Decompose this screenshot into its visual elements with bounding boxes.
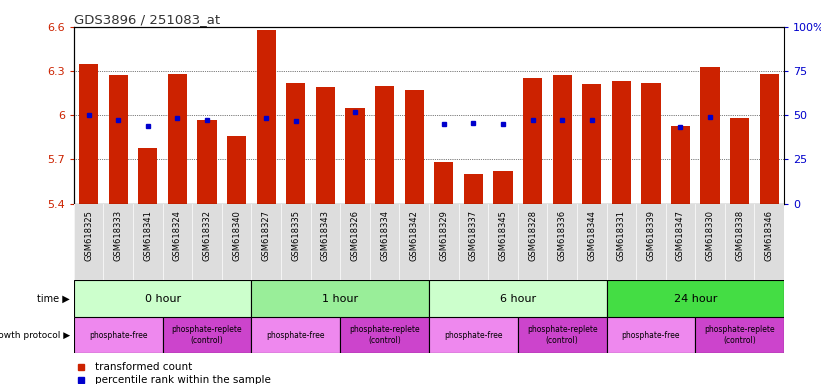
Text: phosphate-free: phosphate-free xyxy=(621,331,680,339)
Bar xyxy=(607,317,695,353)
Bar xyxy=(518,317,607,353)
Bar xyxy=(671,126,690,204)
Bar xyxy=(74,317,163,353)
Bar xyxy=(138,147,158,204)
Text: GSM618341: GSM618341 xyxy=(144,210,153,260)
Bar xyxy=(79,64,99,204)
Text: GSM618335: GSM618335 xyxy=(291,210,300,261)
Text: GSM618338: GSM618338 xyxy=(735,210,744,261)
Bar xyxy=(227,136,246,204)
Bar xyxy=(405,90,424,204)
Text: phosphate-replete
(control): phosphate-replete (control) xyxy=(704,325,775,345)
Bar xyxy=(464,174,483,204)
Text: GSM618330: GSM618330 xyxy=(705,210,714,261)
Text: GSM618339: GSM618339 xyxy=(646,210,655,261)
Bar xyxy=(287,83,305,204)
Bar xyxy=(167,74,187,204)
Bar xyxy=(553,76,571,204)
Text: growth protocol ▶: growth protocol ▶ xyxy=(0,331,70,339)
Bar xyxy=(759,74,779,204)
Bar xyxy=(700,66,720,204)
Text: time ▶: time ▶ xyxy=(37,293,70,304)
Text: GSM618342: GSM618342 xyxy=(410,210,419,260)
Text: phosphate-replete
(control): phosphate-replete (control) xyxy=(527,325,598,345)
Text: GSM618325: GSM618325 xyxy=(85,210,94,260)
Bar xyxy=(523,78,542,204)
Text: GSM618327: GSM618327 xyxy=(262,210,271,261)
Text: GSM618337: GSM618337 xyxy=(469,210,478,261)
Bar xyxy=(695,317,784,353)
Text: GSM618332: GSM618332 xyxy=(203,210,212,261)
Text: 24 hour: 24 hour xyxy=(673,293,717,304)
Bar xyxy=(108,76,128,204)
Bar xyxy=(607,280,784,317)
Text: phosphate-replete
(control): phosphate-replete (control) xyxy=(172,325,242,345)
Text: GSM618324: GSM618324 xyxy=(173,210,182,260)
Text: 6 hour: 6 hour xyxy=(500,293,536,304)
Text: GSM618346: GSM618346 xyxy=(764,210,773,261)
Bar xyxy=(316,87,335,204)
Bar xyxy=(257,30,276,204)
Text: GSM618336: GSM618336 xyxy=(557,210,566,261)
Bar xyxy=(163,317,251,353)
Text: phosphate-replete
(control): phosphate-replete (control) xyxy=(349,325,420,345)
Text: GSM618326: GSM618326 xyxy=(351,210,360,261)
Text: phosphate-free: phosphate-free xyxy=(267,331,325,339)
Text: phosphate-free: phosphate-free xyxy=(89,331,148,339)
Bar xyxy=(340,317,429,353)
Text: GSM618328: GSM618328 xyxy=(528,210,537,261)
Text: 0 hour: 0 hour xyxy=(144,293,181,304)
Bar xyxy=(429,317,518,353)
Bar xyxy=(74,280,251,317)
Text: 1 hour: 1 hour xyxy=(322,293,358,304)
Bar xyxy=(493,171,512,204)
Bar xyxy=(251,280,429,317)
Bar xyxy=(641,83,661,204)
Text: GSM618347: GSM618347 xyxy=(676,210,685,261)
Text: GSM618340: GSM618340 xyxy=(232,210,241,260)
Bar xyxy=(74,204,784,280)
Bar xyxy=(346,108,365,204)
Bar xyxy=(612,81,631,204)
Text: GSM618331: GSM618331 xyxy=(617,210,626,261)
Text: GSM618345: GSM618345 xyxy=(498,210,507,260)
Text: phosphate-free: phosphate-free xyxy=(444,331,502,339)
Bar xyxy=(434,162,453,204)
Text: transformed count: transformed count xyxy=(95,362,192,372)
Bar xyxy=(375,86,394,204)
Text: GSM618343: GSM618343 xyxy=(321,210,330,261)
Text: GDS3896 / 251083_at: GDS3896 / 251083_at xyxy=(74,13,220,26)
Bar xyxy=(251,317,340,353)
Bar xyxy=(197,120,217,204)
Bar xyxy=(730,118,750,204)
Text: percentile rank within the sample: percentile rank within the sample xyxy=(95,375,271,384)
Text: GSM618333: GSM618333 xyxy=(114,210,123,261)
Bar xyxy=(429,280,607,317)
Text: GSM618334: GSM618334 xyxy=(380,210,389,261)
Text: GSM618329: GSM618329 xyxy=(439,210,448,260)
Text: GSM618344: GSM618344 xyxy=(587,210,596,260)
Bar xyxy=(582,84,601,204)
